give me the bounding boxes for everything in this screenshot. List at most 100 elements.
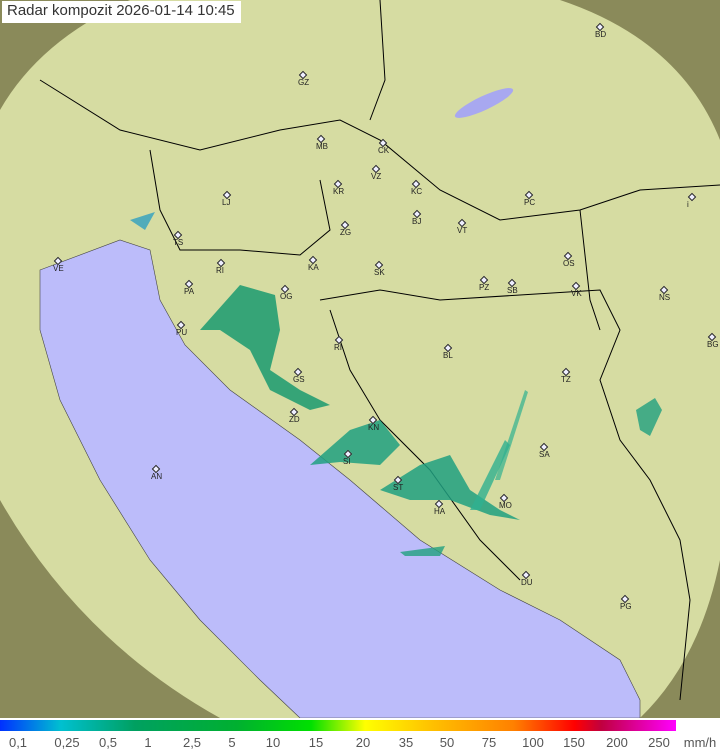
city-label: RI bbox=[334, 335, 344, 352]
legend-tick: 10 bbox=[265, 735, 281, 750]
city-label: GS bbox=[293, 367, 305, 384]
city-label: SK bbox=[374, 260, 385, 277]
city-name: GZ bbox=[298, 78, 310, 87]
city-name: CK bbox=[378, 146, 390, 155]
city-name: PC bbox=[524, 198, 536, 207]
legend-tick: 0,25 bbox=[54, 735, 80, 750]
legend-tick: 5 bbox=[228, 735, 236, 750]
city-name: PG bbox=[620, 602, 632, 611]
city-label: VE bbox=[53, 256, 64, 273]
city-name: SI bbox=[343, 457, 351, 466]
country-borders bbox=[39, 0, 720, 701]
legend-unit: mm/h bbox=[683, 735, 717, 750]
city-name: MB bbox=[316, 142, 328, 151]
city-label: OG bbox=[280, 284, 293, 301]
city-label: PZ bbox=[479, 275, 489, 292]
city-label: BD bbox=[595, 22, 606, 39]
city-label: ZD bbox=[289, 407, 300, 424]
city-name: KC bbox=[411, 187, 423, 196]
city-label: PC bbox=[524, 190, 536, 207]
city-label: i bbox=[687, 192, 697, 209]
legend-tick: 2,5 bbox=[182, 735, 202, 750]
legend-tick: 15 bbox=[308, 735, 324, 750]
city-label: VZ bbox=[371, 164, 382, 181]
map-title: Radar kompozit 2026-01-14 10:45 bbox=[2, 1, 241, 23]
city-label: BL bbox=[443, 343, 453, 360]
radar-map[interactable] bbox=[0, 0, 720, 718]
legend-tick: 50 bbox=[439, 735, 455, 750]
city-name: KR bbox=[333, 187, 345, 196]
legend-tick: 75 bbox=[481, 735, 497, 750]
outside-coverage-ne bbox=[560, 0, 720, 140]
city-name: LJ bbox=[222, 198, 231, 207]
legend-tick: 150 bbox=[563, 735, 585, 750]
city-label: ST bbox=[393, 475, 403, 492]
city-name: BL bbox=[443, 351, 453, 360]
radar-echoes bbox=[130, 212, 662, 556]
city-name: OG bbox=[280, 292, 293, 301]
city-label: HA bbox=[434, 499, 446, 516]
outside-coverage-se bbox=[640, 560, 720, 718]
legend-tick: 35 bbox=[398, 735, 414, 750]
city-label: ZG bbox=[340, 220, 352, 237]
city-name: TZ bbox=[561, 375, 571, 384]
city-label: SA bbox=[539, 442, 550, 459]
city-name: SK bbox=[374, 268, 385, 277]
city-name: GS bbox=[293, 375, 305, 384]
city-name: BJ bbox=[412, 217, 422, 226]
city-label: TS bbox=[173, 230, 184, 247]
city-name: ZG bbox=[340, 228, 352, 237]
city-label: SB bbox=[507, 278, 518, 295]
city-label: MO bbox=[499, 493, 512, 510]
city-label: PU bbox=[176, 320, 188, 337]
legend-tick: 250 bbox=[648, 735, 670, 750]
city-label: KA bbox=[308, 255, 319, 272]
city-label: MB bbox=[316, 134, 328, 151]
city-name: PA bbox=[184, 287, 195, 296]
city-name: KA bbox=[308, 263, 319, 272]
city-name: DU bbox=[521, 578, 533, 587]
city-label: TZ bbox=[561, 367, 571, 384]
city-name: OS bbox=[563, 259, 575, 268]
city-name: KN bbox=[368, 423, 380, 432]
city-label: OS bbox=[563, 251, 575, 268]
city-name: RI bbox=[216, 266, 224, 275]
legend-tick: 0,5 bbox=[98, 735, 118, 750]
city-label: CK bbox=[378, 138, 390, 155]
outside-coverage-nw bbox=[0, 0, 130, 110]
city-label: PA bbox=[184, 279, 195, 296]
city-label: KC bbox=[411, 179, 423, 196]
lake-balaton bbox=[454, 88, 514, 118]
city-label: KR bbox=[333, 179, 345, 196]
city-label: SI bbox=[343, 449, 353, 466]
legend-tick: 100 bbox=[522, 735, 544, 750]
city-name: AN bbox=[151, 472, 163, 481]
city-name: SA bbox=[539, 450, 550, 459]
legend-tick: 20 bbox=[355, 735, 371, 750]
city-label: BJ bbox=[412, 209, 422, 226]
city-name: PU bbox=[176, 328, 188, 337]
city-name: TS bbox=[173, 238, 184, 247]
city-label: RI bbox=[216, 258, 226, 275]
city-name: VK bbox=[571, 289, 582, 298]
city-name: VZ bbox=[371, 172, 382, 181]
city-label: NS bbox=[659, 285, 671, 302]
precipitation-legend: 0,1 0,25 0,5 1 2,5 5 10 15 20 35 50 75 100 150 200 250 m… bbox=[0, 719, 720, 751]
city-name: MO bbox=[499, 501, 512, 510]
color-scale-bar bbox=[0, 720, 676, 731]
city-name: ZD bbox=[289, 415, 300, 424]
adriatic-sea bbox=[39, 239, 641, 718]
city-name: BG bbox=[707, 340, 719, 349]
city-name: NS bbox=[659, 293, 671, 302]
city-label: VK bbox=[571, 281, 582, 298]
city-label: AN bbox=[151, 464, 163, 481]
city-name: SB bbox=[507, 286, 518, 295]
city-name: HA bbox=[434, 507, 446, 516]
city-name: VE bbox=[53, 264, 64, 273]
city-label: PG bbox=[620, 594, 632, 611]
city-label: BG bbox=[707, 332, 719, 349]
city-label: VT bbox=[457, 218, 467, 235]
city-name: RI bbox=[334, 343, 342, 352]
city-label: DU bbox=[521, 570, 533, 587]
legend-tick: 200 bbox=[606, 735, 628, 750]
